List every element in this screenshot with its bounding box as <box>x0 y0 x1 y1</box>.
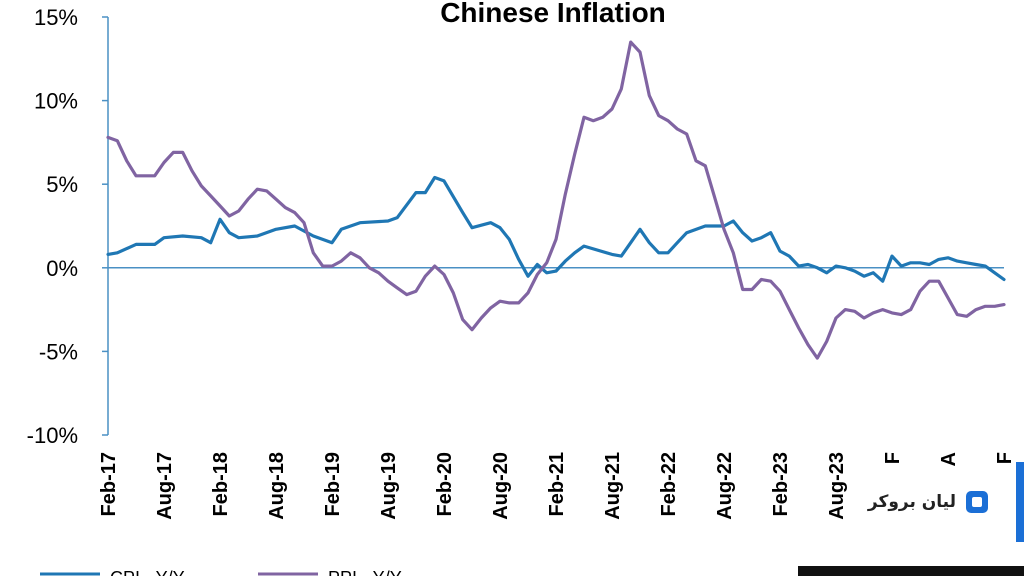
x-tick-label: Feb-18 <box>210 452 232 516</box>
y-axis: 15% 10% 5% 0% -5% -10% <box>27 5 109 448</box>
y-tick-label: -5% <box>39 339 78 364</box>
footer-dark-tab <box>798 566 1024 576</box>
x-tick-label: F <box>994 452 1016 464</box>
x-axis: Feb-17 Aug-17 Feb-18 Aug-18 Feb-19 Aug-19 Feb-… <box>98 267 1016 520</box>
legend-entry: CPI - Y/Y <box>110 568 185 576</box>
x-tick-label: Feb-23 <box>770 452 792 516</box>
y-tick-label: 10% <box>34 89 78 114</box>
x-tick-label: Aug-21 <box>602 452 624 520</box>
x-tick-label: Feb-17 <box>98 452 120 516</box>
x-tick-label: F <box>882 452 904 464</box>
x-tick-label: A <box>938 452 960 466</box>
watermark-text: لیان بروکر <box>867 492 956 512</box>
ppi-series-line <box>106 40 1006 360</box>
x-tick-label: Feb-22 <box>658 452 680 516</box>
y-tick-label: 5% <box>46 172 78 197</box>
cpi-series-line <box>106 175 1006 283</box>
series-layer <box>106 40 1006 360</box>
x-tick-label: Aug-17 <box>154 452 176 520</box>
broker-logo-icon <box>966 491 988 513</box>
watermark: لیان بروکر <box>857 476 998 528</box>
x-tick-label: Aug-18 <box>266 452 288 520</box>
x-tick-label: Feb-19 <box>322 452 344 516</box>
y-tick-label: 15% <box>34 5 78 30</box>
chart-title: Chinese Inflation <box>440 0 666 28</box>
x-tick-label: Aug-23 <box>826 452 848 520</box>
watermark-side-bar <box>1016 462 1024 542</box>
x-tick-label: Aug-19 <box>378 452 400 520</box>
x-tick-label: Aug-22 <box>714 452 736 520</box>
y-tick-label: 0% <box>46 256 78 281</box>
legend: CPI - Y/Y PPI - Y/Y <box>40 568 402 576</box>
y-tick-label: -10% <box>27 423 78 448</box>
legend-entry: PPI - Y/Y <box>328 568 402 576</box>
x-tick-label: Feb-21 <box>546 452 568 516</box>
x-tick-label: Feb-20 <box>434 452 456 516</box>
x-tick-label: Aug-20 <box>490 452 512 520</box>
